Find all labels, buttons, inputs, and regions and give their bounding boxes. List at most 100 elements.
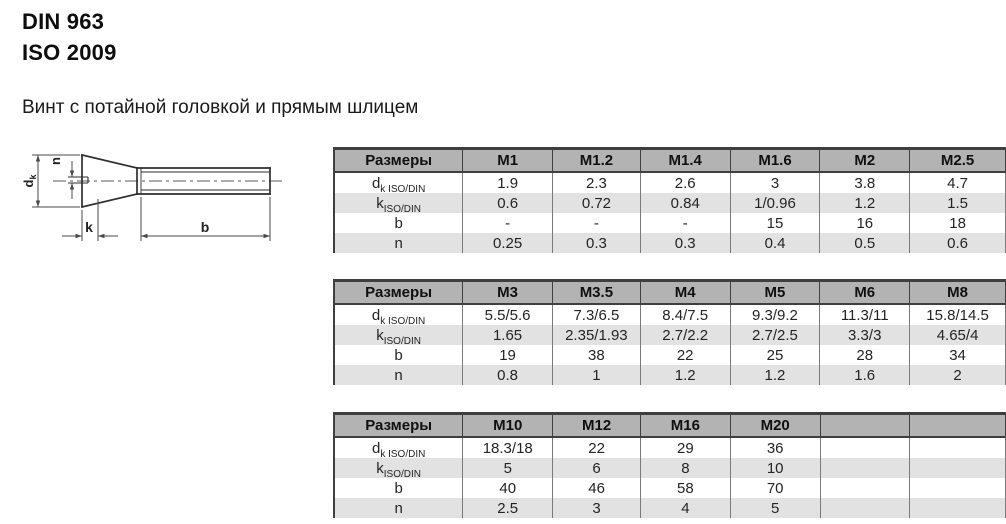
column-header-cell: M16 [639,412,731,438]
column-header-cell: M5 [729,279,821,305]
row-label: n [333,365,464,385]
value-cell: 25 [729,345,821,365]
standard-title: DIN 963 ISO 2009 [22,6,117,68]
page-subtitle: Винт с потайной головкой и прямым шлицем [22,97,419,118]
value-cell: 0.6 [462,193,554,213]
column-header-cell: M1.6 [729,147,821,173]
value-cell: 2.7/2.5 [729,325,821,345]
value-cell: 22 [639,345,731,365]
value-cell [819,498,911,518]
table-row: b 19 38 22 25 28 34 [333,345,1006,365]
value-cell: 16 [819,213,911,233]
value-cell: 0.25 [462,233,554,253]
value-cell: 2 [909,365,1006,385]
column-header-cell: M2 [819,147,911,173]
column-header-cell: M3.5 [551,279,641,305]
value-cell: - [462,213,554,233]
value-cell [909,498,1006,518]
row-label: n [333,498,464,518]
value-cell: 8.4/7.5 [639,304,731,325]
table-row: dk ISO/DIN 5.5/5.6 7.3/6.5 8.4/7.5 9.3/9.2 11… [333,304,1006,326]
dk-dimension-label: dk [21,174,38,188]
value-cell: 8 [639,458,731,478]
value-cell: 38 [551,345,641,365]
value-cell: 2.3 [552,172,641,193]
value-cell: 15 [729,213,821,233]
column-header-cell [819,412,911,438]
table-row: kISO/DIN 1.65 2.35/1.93 2.7/2.2 2.7/2.5 3.3/3… [333,325,1006,346]
value-cell: 11.3/11 [819,304,911,325]
row-label: kISO/DIN [333,325,464,346]
value-cell: 1.9 [462,172,554,193]
b-dimension-label: b [201,219,210,235]
value-cell: 3.3/3 [819,325,911,345]
value-cell: 70 [729,478,821,498]
value-cell: 1.2 [819,193,911,213]
value-cell: 28 [819,345,911,365]
value-cell [819,458,911,478]
value-cell: 10 [729,458,821,478]
value-cell: 1.6 [819,365,911,385]
value-cell: 0.8 [462,365,553,385]
screw-outline [80,153,271,209]
dimension-table-2: Размеры M3 M3.5 M4 M5 M6 M8 dk ISO/DIN 5.5/5.6 7.… [333,279,1006,385]
dimension-table-3: Размеры M10 M12 M16 M20 dk ISO/DIN 18.3/18 22 29… [333,412,1006,518]
dimension-table-1: Размеры M1 M1.2 M1.4 M1.6 M2 M2.5 dk ISO/DIN 1.9… [333,147,1006,253]
column-header-cell: M1.4 [639,147,731,173]
value-cell: 4.65/4 [909,325,1006,345]
header-row: Размеры M3 M3.5 M4 M5 M6 M8 [333,279,1006,305]
table-row: kISO/DIN 0.6 0.72 0.84 1/0.96 1.2 1.5 [333,193,1006,214]
column-header-cell: M4 [639,279,731,305]
value-cell: - [639,213,731,233]
value-cell: 9.3/9.2 [729,304,821,325]
value-cell [909,437,1006,458]
value-cell: 0.3 [639,233,731,253]
column-header-cell: M6 [819,279,911,305]
value-cell: 19 [462,345,553,365]
value-cell: 18 [909,213,1006,233]
table-row: b 40 46 58 70 [333,478,1006,498]
row-label: n [333,233,464,253]
value-cell: 0.3 [552,233,641,253]
table-row: n 0.25 0.3 0.3 0.4 0.5 0.6 [333,233,1006,253]
value-cell: 1.65 [462,325,553,345]
dimension-lines [32,154,271,241]
value-cell [909,478,1006,498]
column-header-cell [909,412,1006,438]
row-label: dk ISO/DIN [333,172,464,194]
column-header-cell: M1.2 [552,147,641,173]
value-cell: 2.5 [462,498,554,518]
row-label: b [333,478,464,498]
column-header-cell: M3 [462,279,553,305]
table-row: kISO/DIN 5 6 8 10 [333,458,1006,479]
slot-lines [68,176,89,184]
row-label: dk ISO/DIN [333,437,464,459]
value-cell: 4 [639,498,731,518]
row-label: b [333,345,464,365]
column-header-cell: M20 [729,412,821,438]
screw-technical-drawing: dk n k b [21,153,284,241]
value-cell: 5 [462,458,554,478]
value-cell [819,478,911,498]
value-cell [819,437,911,458]
value-cell: 18.3/18 [462,437,554,458]
value-cell: 3 [552,498,641,518]
value-cell: 2.6 [639,172,731,193]
n-dimension-label: n [48,157,63,165]
header-row: Размеры M10 M12 M16 M20 [333,412,1006,438]
value-cell: 1 [551,365,641,385]
table-row: n 0.8 1 1.2 1.2 1.6 2 [333,365,1006,385]
value-cell [909,458,1006,478]
sizes-header-cell: Размеры [333,147,464,173]
row-label: dk ISO/DIN [333,304,464,326]
table-row: n 2.5 3 4 5 [333,498,1006,518]
value-cell: 22 [552,437,641,458]
sizes-header-cell: Размеры [333,279,464,305]
value-cell: 3 [729,172,821,193]
standard-title-din: DIN 963 [22,9,105,34]
column-header-cell: M2.5 [909,147,1006,173]
value-cell: 1.5 [909,193,1006,213]
value-cell: 5.5/5.6 [462,304,553,325]
table-row: dk ISO/DIN 18.3/18 22 29 36 [333,437,1006,459]
